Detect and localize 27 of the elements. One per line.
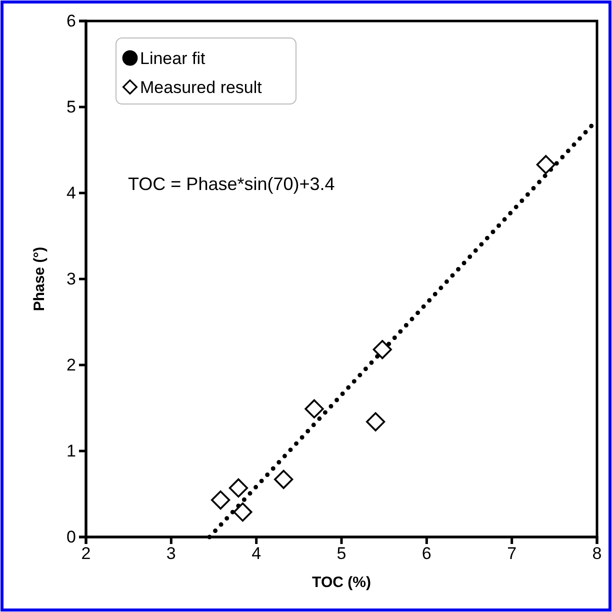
point <box>274 470 294 489</box>
point <box>536 155 556 174</box>
x-tick-label: 8 <box>592 544 602 564</box>
legend-label: Linear fit <box>140 49 206 68</box>
y-tick-label: 1 <box>66 441 76 460</box>
annotation: TOC = Phase*sin(70)+3.4 <box>128 174 335 194</box>
legend-label: Measured result <box>140 78 262 97</box>
x-axis-title: TOC (%) <box>312 574 371 591</box>
x-tick-label: 5 <box>336 544 346 564</box>
y-tick-label: 0 <box>66 527 76 546</box>
point <box>228 478 248 498</box>
x-tick-label: 4 <box>252 544 262 564</box>
y-axis-title: Phase (°) <box>31 246 48 312</box>
y-tick-label: 5 <box>66 97 76 116</box>
x-tick-label: 2 <box>81 544 91 564</box>
point <box>211 490 230 510</box>
y-tick-label: 6 <box>66 11 76 30</box>
x-tick-label: 6 <box>422 544 432 564</box>
y-tick-label: 2 <box>66 355 76 374</box>
point <box>233 502 252 522</box>
point <box>366 412 386 432</box>
point <box>304 399 324 418</box>
y-tick-label: 3 <box>66 269 76 288</box>
point <box>372 340 392 360</box>
x-tick-label: 3 <box>166 544 176 564</box>
y-tick-label: 4 <box>66 183 76 202</box>
x-tick-label: 7 <box>507 544 517 564</box>
